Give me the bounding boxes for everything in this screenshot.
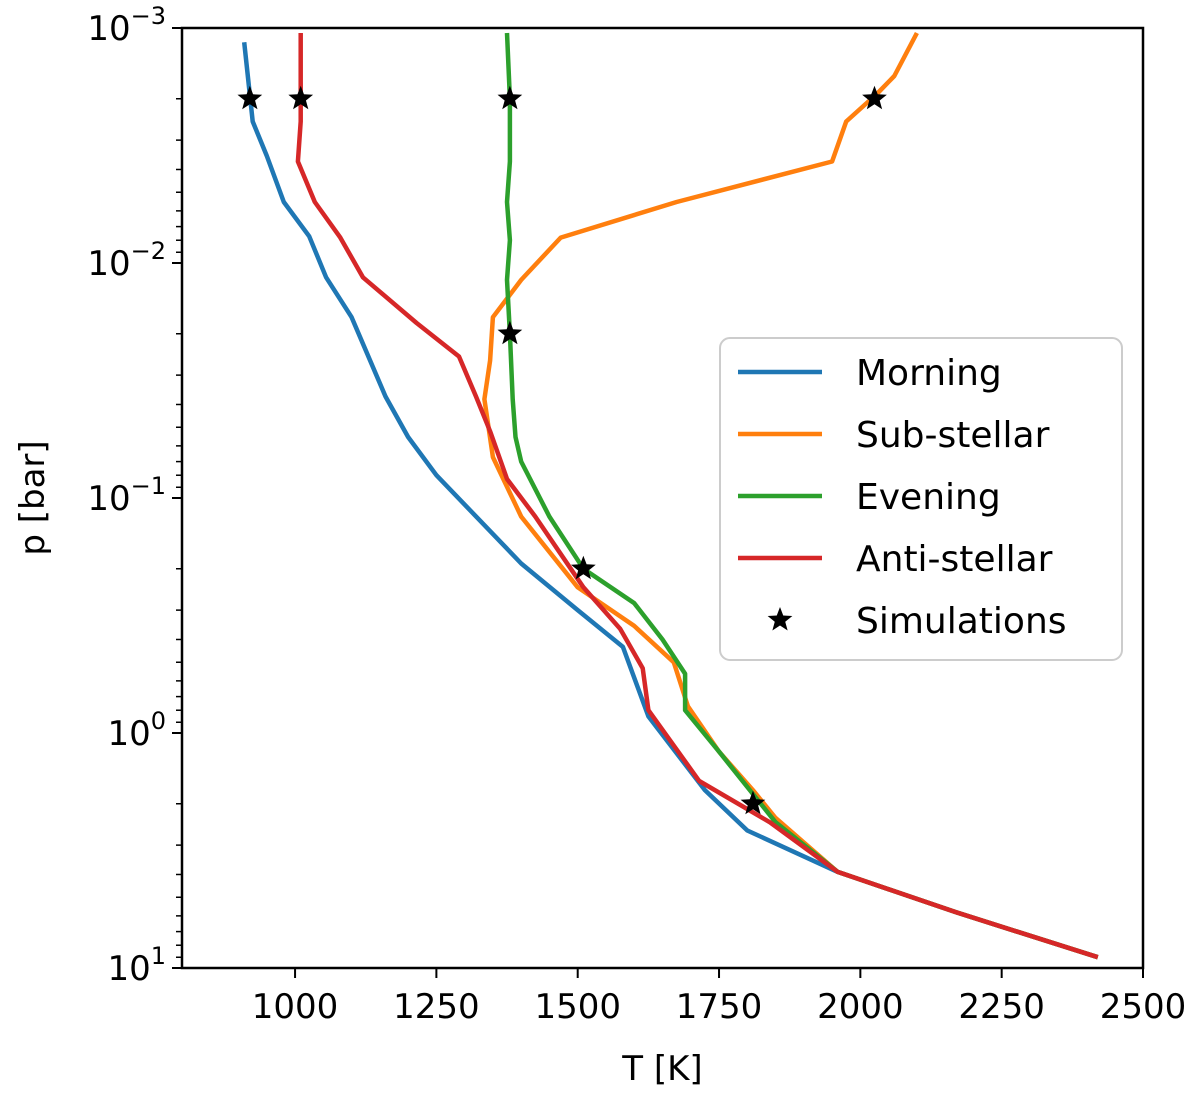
y-tick-label-4: 101 [107, 942, 166, 989]
legend-label-sub-stellar: Sub-stellar [856, 415, 1050, 456]
simulation-star-0 [237, 85, 263, 110]
legend-label-anti-stellar: Anti-stellar [856, 539, 1053, 580]
simulation-star-4 [497, 320, 523, 345]
series-line-anti-stellar [295, 33, 1099, 960]
x-tick-label-1250: 1250 [393, 987, 480, 1027]
series-line-sub-stellar [482, 31, 1099, 960]
simulation-star-6 [740, 790, 766, 815]
y-axis-ticks: 10−3 10−2 10−1 100 101 [87, 2, 182, 989]
y-tick-label-2: 10−1 [87, 472, 166, 519]
series-line-morning [241, 42, 1099, 960]
series-line-evening [504, 32, 1099, 960]
simulation-star-3 [862, 85, 887, 110]
legend-box [719, 337, 1123, 661]
x-tick-label-1750: 1750 [676, 987, 763, 1027]
y-tick-label-1: 10−2 [87, 237, 166, 284]
x-tick-label-2000: 2000 [817, 987, 904, 1027]
y-tick-label-3: 100 [107, 707, 166, 754]
x-axis-label: T [K] [621, 1049, 702, 1089]
legend-marker-simulations [767, 607, 793, 631]
x-tick-label-2250: 2250 [958, 987, 1045, 1027]
legend-label-simulations: Simulations [856, 601, 1067, 642]
simulation-star-1 [288, 85, 314, 110]
x-tick-label-1500: 1500 [534, 987, 621, 1027]
simulation-star-2 [497, 85, 523, 110]
simulation-star-5 [571, 555, 596, 580]
simulation-markers [237, 85, 887, 815]
legend-items: Morning Sub-stellar Evening Anti-stellar Sim… [738, 353, 1067, 642]
y-tick-label-0: 10−3 [87, 2, 166, 49]
x-tick-label-1000: 1000 [252, 987, 339, 1027]
legend-label-evening: Evening [856, 477, 1001, 518]
y-axis-label: p [bar] [13, 440, 53, 555]
legend-label-morning: Morning [856, 353, 1002, 394]
series-lines [241, 31, 1099, 960]
x-axis-ticks: 1000 1250 1500 1750 2000 2250 2500 [252, 968, 1186, 1027]
x-tick-label-2500: 2500 [1100, 987, 1187, 1027]
legend: Morning Sub-stellar Evening Anti-stellar Sim… [719, 337, 1123, 661]
